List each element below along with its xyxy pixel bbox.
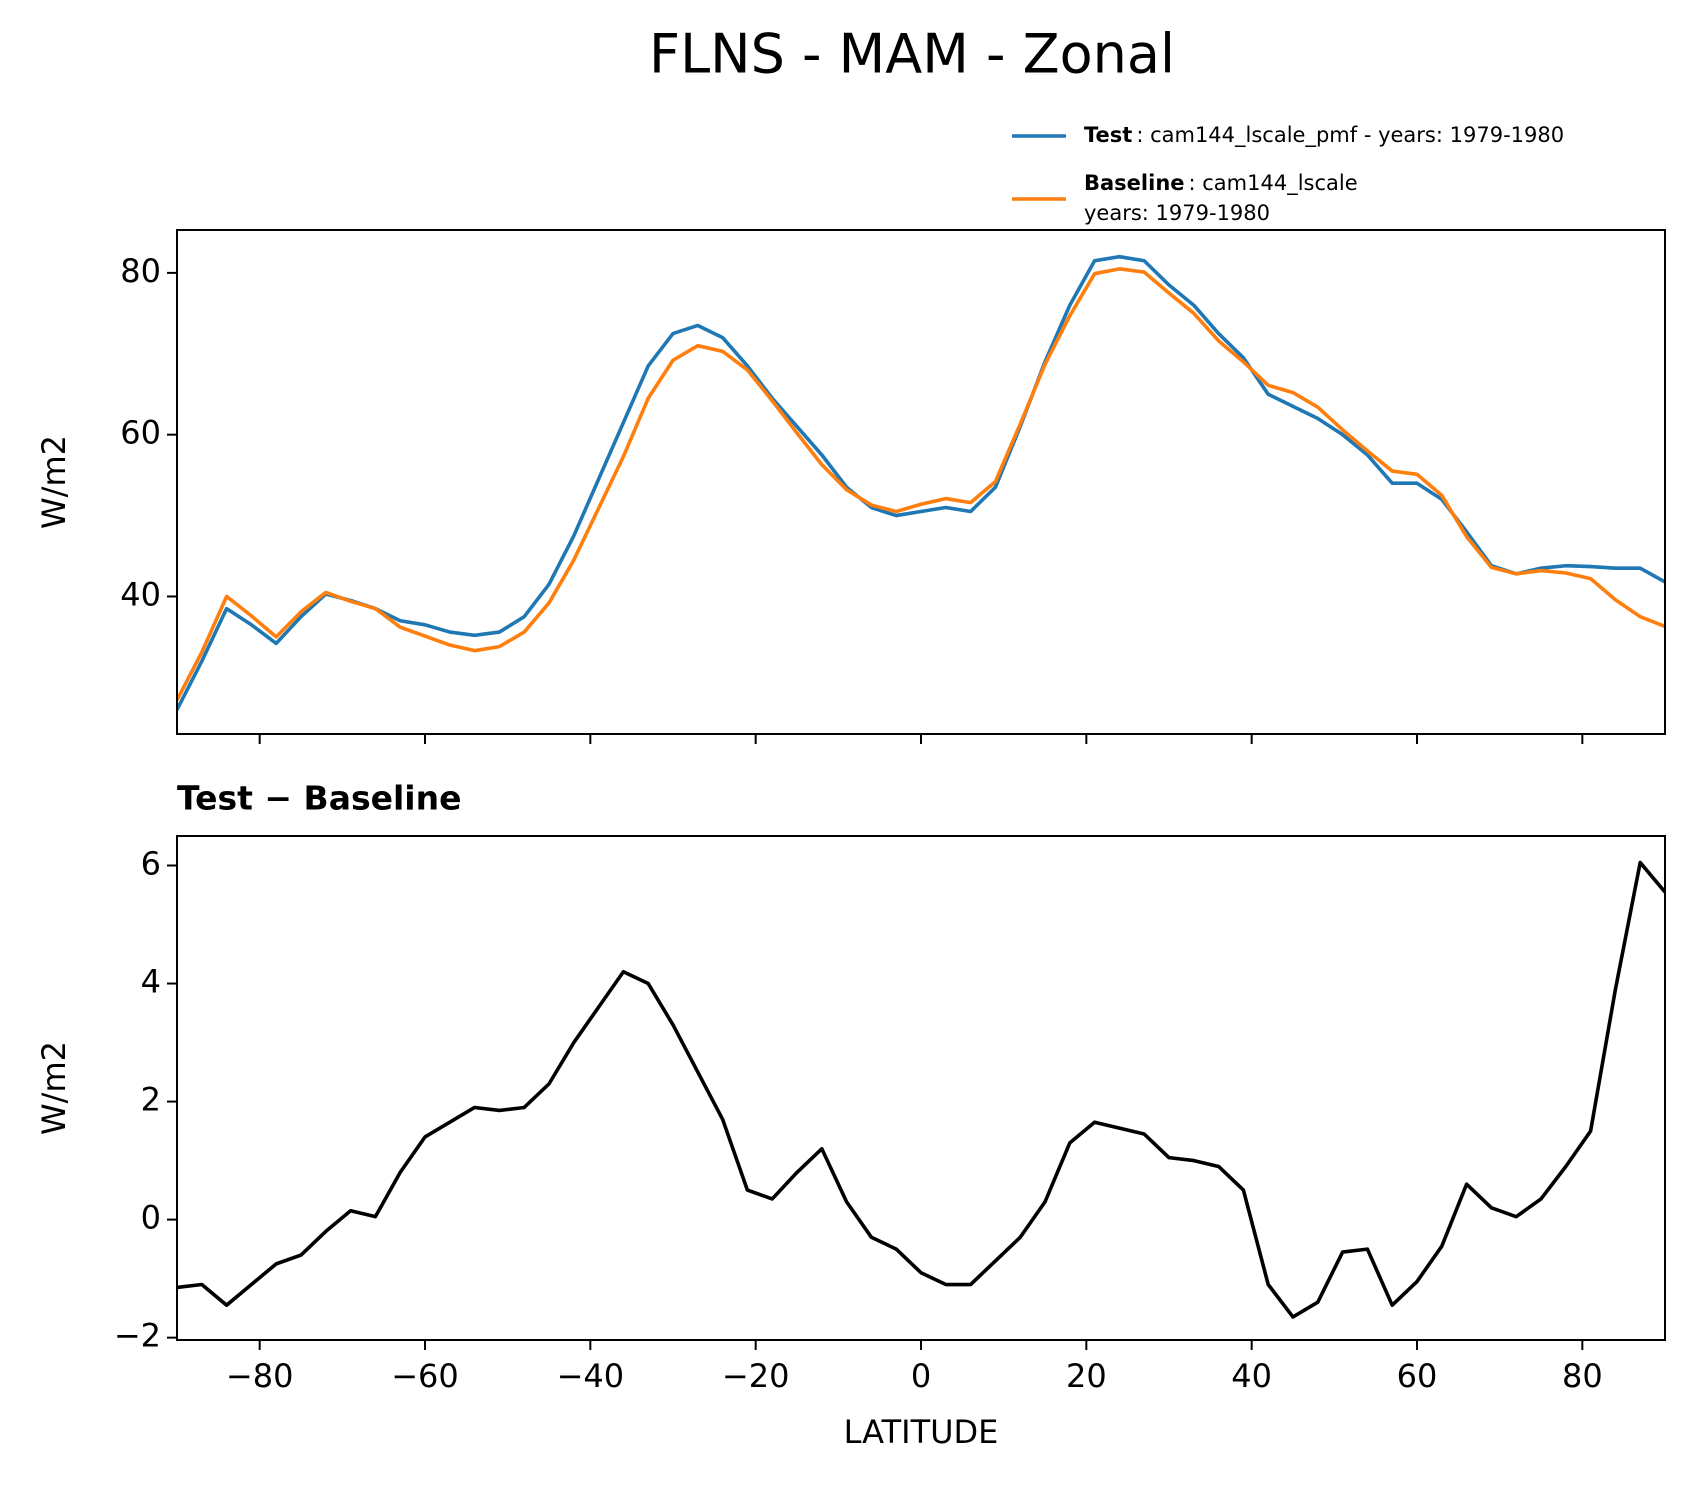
legend-description: : cam144_lscale [1189,171,1358,196]
legend-label: Baseline: cam144_lscale [1084,171,1358,196]
legend-description: years: 1979-1980 [1084,201,1270,225]
x-axis-label: LATITUDE [844,1413,999,1451]
legend-label: Test: cam144_lscale_pmf - years: 1979-19… [1084,123,1564,148]
axes-frame [176,835,1666,1341]
y-tick-label: −2 [114,1317,161,1355]
x-tick-label: 0 [911,1357,931,1395]
y-tick-label: 2 [141,1081,161,1119]
line-series [177,860,1665,1319]
axes-frame [176,229,1666,735]
x-tick-label: −60 [391,1357,459,1395]
line-series [177,267,1665,701]
x-tick-label: 60 [1397,1357,1438,1395]
x-tick-label: 80 [1562,1357,1603,1395]
y-tick-label: 4 [141,963,161,1001]
x-tick-label: −40 [557,1357,625,1395]
x-tick-label: −80 [226,1357,294,1395]
figure-title: FLNS - MAM - Zonal [649,23,1175,86]
y-tick-label: 80 [120,252,161,290]
legend-name: Test [1084,123,1132,147]
x-tick-label: 20 [1066,1357,1107,1395]
legend-description: : cam144_lscale_pmf - years: 1979-1980 [1136,123,1564,148]
y-tick-label: 60 [120,414,161,452]
axes-title: Test − Baseline [177,779,462,818]
y-axis-label: W/m2 [35,1041,73,1135]
legend-name: Baseline [1084,171,1185,195]
y-axis-label: W/m2 [35,435,73,529]
x-tick-label: −20 [722,1357,790,1395]
line-series [177,254,1665,711]
y-tick-label: 6 [141,845,161,883]
y-tick-label: 40 [120,575,161,613]
x-tick-label: 40 [1231,1357,1272,1395]
y-tick-label: 0 [141,1199,161,1237]
